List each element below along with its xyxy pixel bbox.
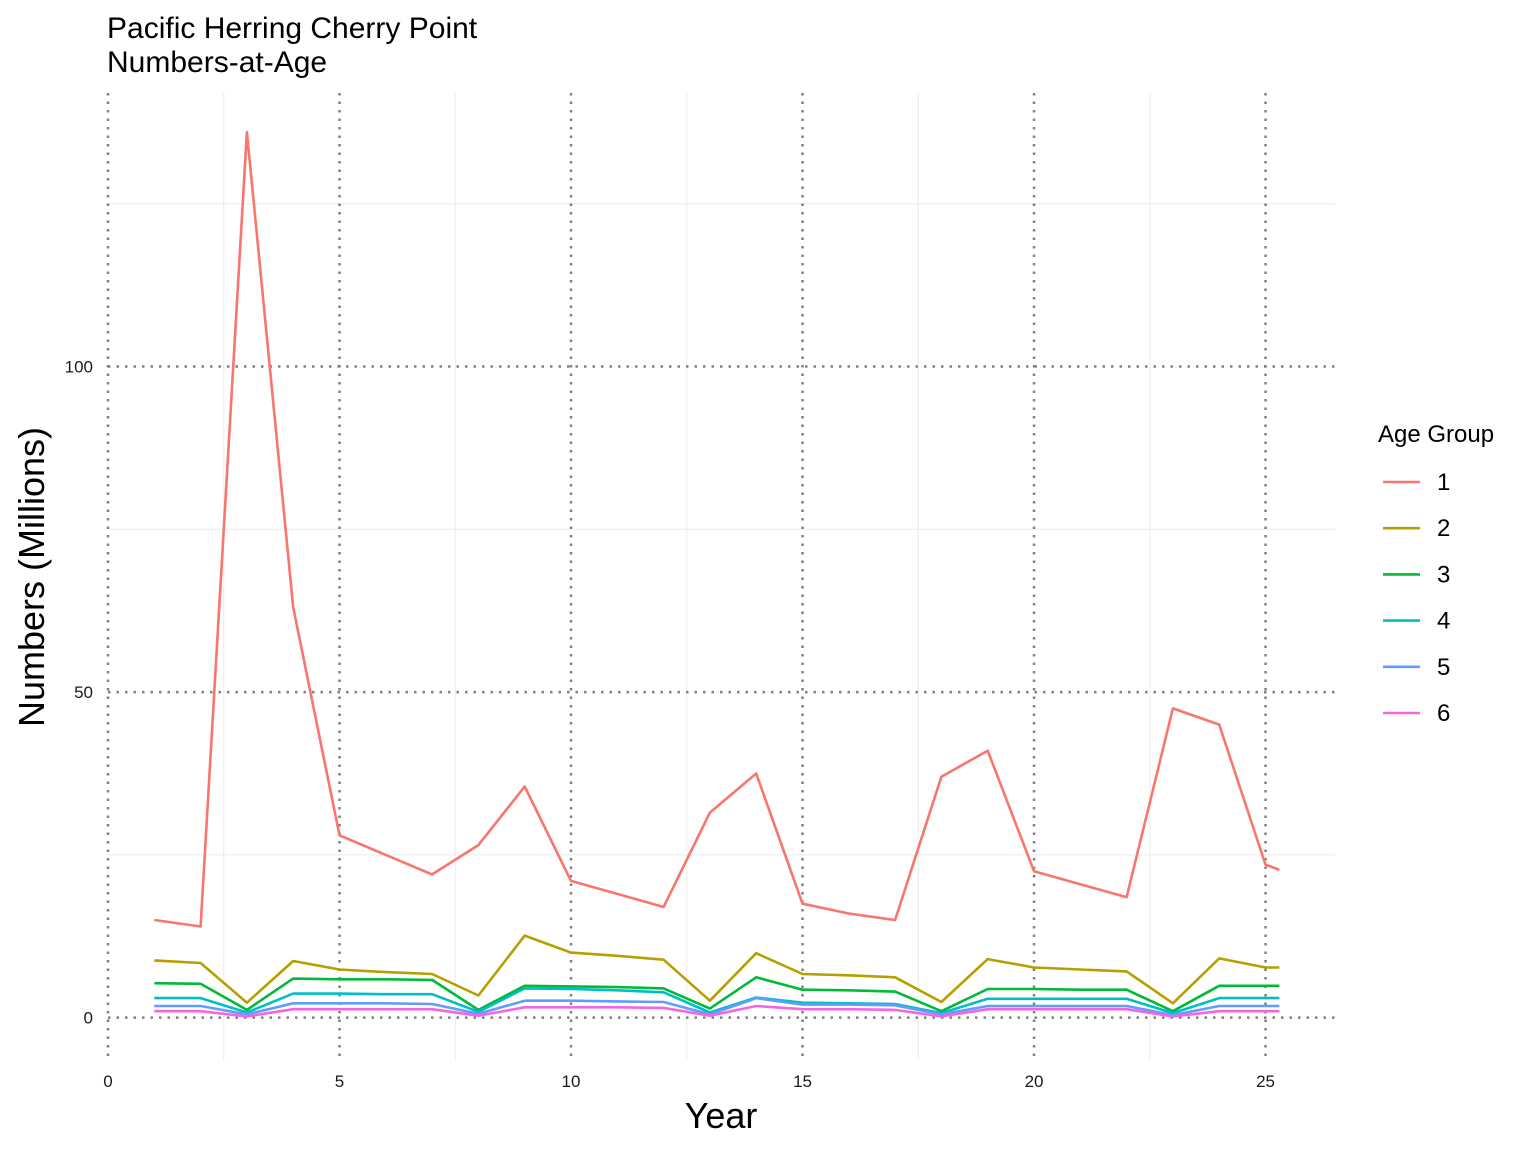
series-line-age-5 [154, 996, 1280, 1017]
chart-subtitle: Numbers-at-Age [107, 46, 327, 79]
x-tick-label: 0 [103, 1072, 112, 1091]
minor-gridlines [108, 93, 1335, 1060]
x-tick-label: 10 [562, 1072, 581, 1091]
y-axis-tick-labels: 0 50 100 [65, 357, 93, 1027]
series-line-age-3 [154, 975, 1280, 1013]
series-line-age-1 [154, 130, 1280, 928]
x-tick-label: 20 [1025, 1072, 1044, 1091]
series-lines [154, 130, 1280, 1018]
legend-label-age-3: 3 [1437, 561, 1450, 588]
legend-label-age-2: 2 [1437, 515, 1450, 542]
legend: Age Group 1 2 3 4 5 6 [1378, 421, 1494, 727]
legend-title: Age Group [1378, 421, 1494, 448]
series-line-age-2 [154, 934, 1280, 1005]
y-tick-label: 0 [84, 1009, 93, 1028]
y-tick-label: 100 [65, 357, 93, 376]
major-gridlines [106, 93, 1335, 1060]
series-line-age-6 [154, 1004, 1280, 1018]
x-axis-tick-labels: 0 5 10 15 20 25 [103, 1072, 1275, 1091]
x-tick-label: 5 [335, 1072, 344, 1091]
legend-label-age-6: 6 [1437, 700, 1450, 727]
y-axis-title: Numbers (Millions) [11, 427, 52, 727]
legend-label-age-4: 4 [1437, 608, 1450, 635]
x-tick-label: 15 [793, 1072, 812, 1091]
legend-label-age-1: 1 [1437, 469, 1450, 496]
x-tick-label: 25 [1256, 1072, 1275, 1091]
chart-title: Pacific Herring Cherry Point [107, 12, 478, 45]
y-tick-label: 50 [74, 683, 93, 702]
legend-label-age-5: 5 [1437, 654, 1450, 681]
x-axis-title: Year [685, 1095, 758, 1136]
